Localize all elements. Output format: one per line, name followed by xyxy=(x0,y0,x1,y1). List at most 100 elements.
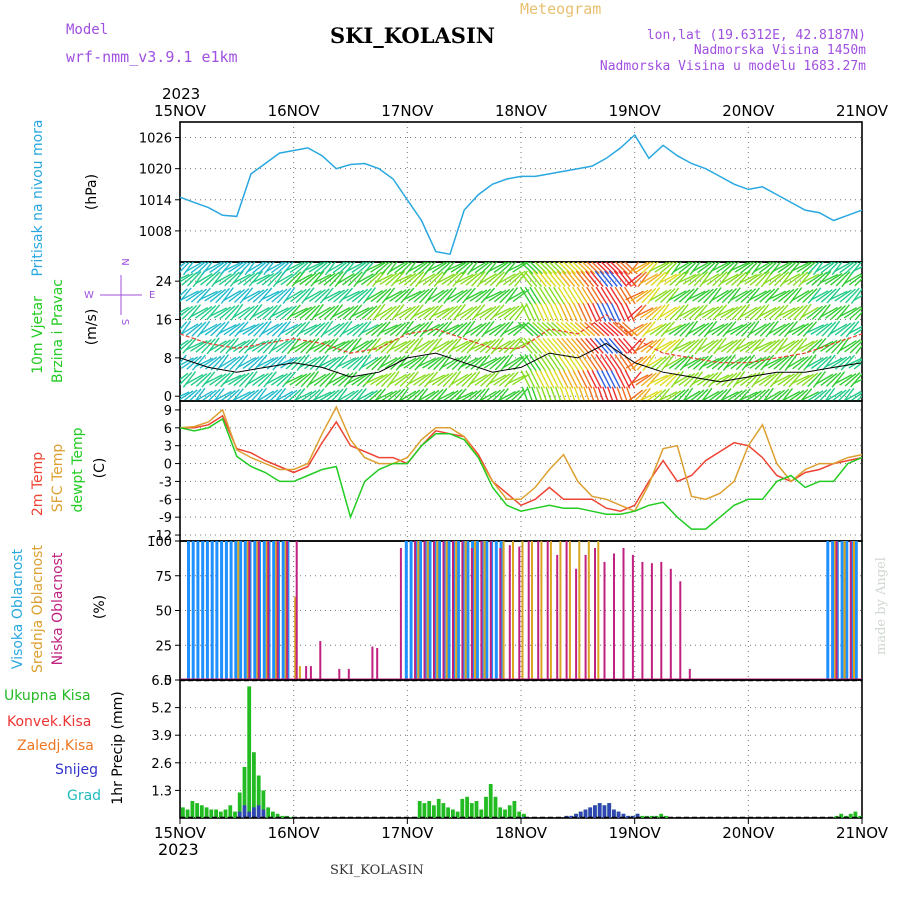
wind-barb xyxy=(625,323,644,335)
wind-barb xyxy=(604,354,618,372)
wind-barb xyxy=(361,389,379,401)
wind-barb xyxy=(805,272,824,285)
wind-barb xyxy=(843,273,862,285)
cloud-low-bar xyxy=(309,666,312,680)
precip-total-bar xyxy=(640,815,645,818)
wind-barb xyxy=(483,290,502,301)
wind-barb xyxy=(506,374,526,385)
wind-barb xyxy=(271,321,288,337)
wind-barb xyxy=(525,370,536,389)
wind-barb xyxy=(701,273,720,285)
wind-barb xyxy=(185,262,204,273)
wind-barb xyxy=(182,371,197,388)
wind-barb xyxy=(442,371,458,388)
wind-barb xyxy=(343,371,358,388)
wind-barb xyxy=(772,322,791,336)
wind-barb xyxy=(620,370,631,389)
temp-unit-label: (C) xyxy=(92,458,108,479)
wind-barb xyxy=(312,391,332,401)
wind-barb xyxy=(357,320,372,338)
wind-barb xyxy=(582,303,593,322)
wind-barb xyxy=(701,357,720,368)
cloud-mid-bar xyxy=(256,541,259,680)
wind-barb xyxy=(370,321,387,337)
wind-barb xyxy=(763,272,781,285)
wind-barb xyxy=(758,373,776,386)
wind-barb xyxy=(760,354,775,371)
wind-barb xyxy=(296,354,310,372)
wind-barb xyxy=(673,322,691,336)
wind-barb xyxy=(341,323,360,335)
cloud-low-bar xyxy=(650,563,653,680)
wind-barb xyxy=(356,372,373,387)
wind-barb xyxy=(734,373,753,386)
wind-speed-line xyxy=(179,342,863,383)
wind-barb xyxy=(252,262,268,274)
wind-barb xyxy=(843,390,862,401)
wind-barb xyxy=(261,356,279,369)
wind-barb xyxy=(621,386,628,401)
wind-barb xyxy=(464,290,483,301)
precip-snow-bar xyxy=(252,807,256,818)
y-tick-label: 24 xyxy=(155,275,172,290)
wind-barb xyxy=(649,322,667,336)
wind-barb xyxy=(598,321,615,337)
cloud-mid-bar xyxy=(540,541,543,680)
wind-barb xyxy=(645,305,662,320)
wind-barb xyxy=(824,390,843,401)
bottom-day-label: 17NOV xyxy=(381,824,434,842)
wind-barb xyxy=(726,338,742,354)
station-title: SKI_KOLASIN xyxy=(330,23,495,48)
wind-barb xyxy=(180,390,194,401)
wind-barb xyxy=(313,372,331,387)
wind-barb xyxy=(218,323,237,335)
cloud-high-bar xyxy=(191,541,195,680)
cloud-low-bar xyxy=(499,548,502,680)
wind-barb xyxy=(730,323,748,336)
wind-barb xyxy=(232,339,251,353)
wind-barb xyxy=(791,374,810,385)
wind-barb xyxy=(592,386,600,401)
wind-barb xyxy=(674,270,690,287)
wind-barb xyxy=(636,354,652,371)
wind-barb xyxy=(426,289,445,302)
cloud-low-bar xyxy=(338,668,341,680)
y-tick-label: -3 xyxy=(159,475,172,490)
wind-barb xyxy=(710,262,730,272)
wind-barb xyxy=(452,303,466,321)
wind-barb xyxy=(708,287,722,305)
wind-barb xyxy=(582,370,593,389)
cloud-low-bar xyxy=(556,554,559,680)
wind-barb xyxy=(781,273,801,285)
wind-barb xyxy=(741,354,756,371)
wind-barb xyxy=(327,289,345,302)
wind-barb xyxy=(525,303,536,322)
wind-barb xyxy=(639,387,651,401)
wind-barb xyxy=(676,388,690,401)
wind-barb xyxy=(559,386,567,401)
wind-barb xyxy=(515,388,529,401)
wind-barb xyxy=(225,337,239,355)
wind-barb xyxy=(280,356,298,369)
wind-barb xyxy=(220,287,234,304)
wind-barb xyxy=(265,262,284,273)
cloud-high-bar xyxy=(428,541,432,680)
wind-barb xyxy=(777,262,795,274)
wind-barb xyxy=(557,286,570,305)
wind-barb xyxy=(712,271,728,287)
cloud-high-bar xyxy=(419,541,422,680)
wind-barb xyxy=(346,322,364,336)
wind-barb xyxy=(351,262,369,274)
wind-barb xyxy=(304,271,321,287)
wind-barb xyxy=(619,354,632,372)
wind-barb xyxy=(201,262,214,276)
wind-barb xyxy=(507,355,525,370)
cloud-low-bar xyxy=(319,641,322,680)
wind-barb xyxy=(243,271,260,286)
wind-barb xyxy=(534,370,546,389)
wind-barb xyxy=(715,340,734,352)
wind-barb xyxy=(232,306,251,319)
wind-barb xyxy=(238,262,252,275)
wind-barb xyxy=(578,386,586,401)
wind-barb xyxy=(391,303,405,321)
